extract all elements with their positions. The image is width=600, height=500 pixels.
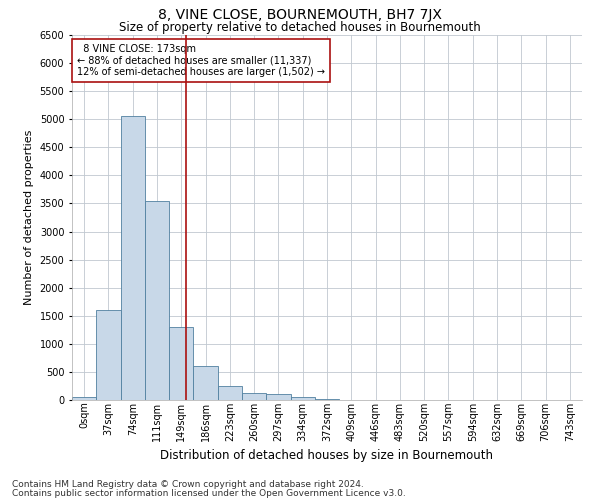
Bar: [72, 397, 96, 400]
Text: 8, VINE CLOSE, BOURNEMOUTH, BH7 7JX: 8, VINE CLOSE, BOURNEMOUTH, BH7 7JX: [158, 8, 442, 22]
Bar: [242, 394, 266, 400]
Bar: [169, 327, 193, 400]
Bar: [315, 399, 339, 400]
Text: 8 VINE CLOSE: 173sqm
← 88% of detached houses are smaller (11,337)
12% of semi-d: 8 VINE CLOSE: 173sqm ← 88% of detached h…: [77, 44, 325, 78]
Bar: [218, 386, 242, 400]
Bar: [266, 394, 290, 400]
Bar: [290, 397, 315, 400]
Bar: [96, 310, 121, 400]
Bar: [145, 200, 169, 400]
Bar: [193, 366, 218, 400]
X-axis label: Distribution of detached houses by size in Bournemouth: Distribution of detached houses by size …: [161, 449, 493, 462]
Text: Contains public sector information licensed under the Open Government Licence v3: Contains public sector information licen…: [12, 488, 406, 498]
Bar: [121, 116, 145, 400]
Text: Contains HM Land Registry data © Crown copyright and database right 2024.: Contains HM Land Registry data © Crown c…: [12, 480, 364, 489]
Y-axis label: Number of detached properties: Number of detached properties: [24, 130, 34, 305]
Text: Size of property relative to detached houses in Bournemouth: Size of property relative to detached ho…: [119, 21, 481, 34]
